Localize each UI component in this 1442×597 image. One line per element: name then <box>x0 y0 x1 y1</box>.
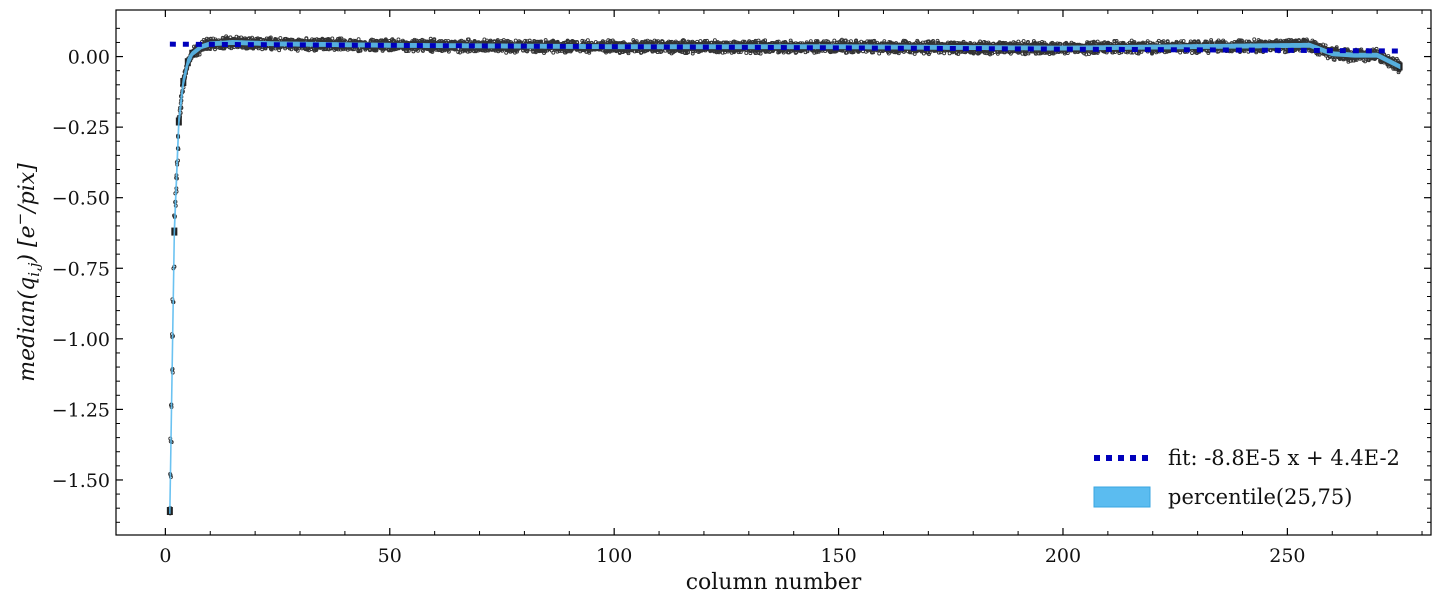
data-point <box>245 46 249 50</box>
data-point <box>268 35 273 40</box>
data-point <box>380 48 385 53</box>
data-point <box>213 47 217 52</box>
data-point <box>815 40 820 44</box>
data-point <box>462 39 467 44</box>
data-point <box>500 48 505 53</box>
data-point <box>912 51 917 56</box>
data-point <box>369 37 374 42</box>
data-point <box>634 39 639 44</box>
data-point <box>587 50 592 55</box>
data-point <box>832 38 837 43</box>
data-point <box>690 51 695 56</box>
data-point <box>956 52 961 56</box>
data-point <box>336 47 341 52</box>
data-point <box>995 51 1000 56</box>
data-point <box>232 45 237 50</box>
data-point <box>738 50 743 54</box>
data-point <box>260 47 265 52</box>
data-point <box>756 51 761 55</box>
data-point <box>1021 39 1026 44</box>
data-point <box>982 50 987 55</box>
data-point <box>432 37 437 42</box>
data-point <box>763 38 768 43</box>
data-point <box>278 36 283 40</box>
data-point <box>330 36 335 41</box>
data-point <box>1016 39 1021 44</box>
data-point <box>551 50 556 55</box>
data-point <box>1084 52 1089 57</box>
data-point <box>682 38 687 43</box>
data-point <box>748 51 753 56</box>
data-point <box>358 48 363 53</box>
data-point <box>1095 39 1100 44</box>
data-point <box>195 53 200 58</box>
data-point <box>702 39 707 43</box>
data-point <box>968 41 973 45</box>
data-point <box>758 51 763 56</box>
data-point <box>656 39 661 44</box>
data-point <box>396 37 401 42</box>
data-point <box>936 50 941 55</box>
data-point <box>626 51 631 56</box>
data-point <box>849 39 853 44</box>
data-point <box>515 49 519 54</box>
data-point <box>197 52 202 57</box>
data-point <box>1026 51 1031 56</box>
data-point <box>228 35 233 40</box>
data-point <box>756 38 761 43</box>
data-point <box>339 36 344 41</box>
data-point <box>712 38 717 43</box>
data-point <box>882 39 887 44</box>
data-point <box>776 39 781 44</box>
data-point <box>686 50 691 55</box>
data-points <box>166 34 1403 516</box>
data-point <box>505 38 510 43</box>
data-point <box>877 51 882 56</box>
data-point <box>843 38 848 43</box>
data-point <box>405 49 410 54</box>
data-point <box>456 50 461 54</box>
data-point <box>446 49 451 54</box>
data-point <box>1026 40 1030 44</box>
data-point <box>295 48 300 53</box>
data-point <box>416 48 420 53</box>
data-point <box>304 36 309 41</box>
data-point <box>788 38 793 43</box>
data-point <box>430 49 435 54</box>
data-point <box>468 39 473 44</box>
data-point <box>961 39 966 44</box>
data-point <box>539 39 544 44</box>
